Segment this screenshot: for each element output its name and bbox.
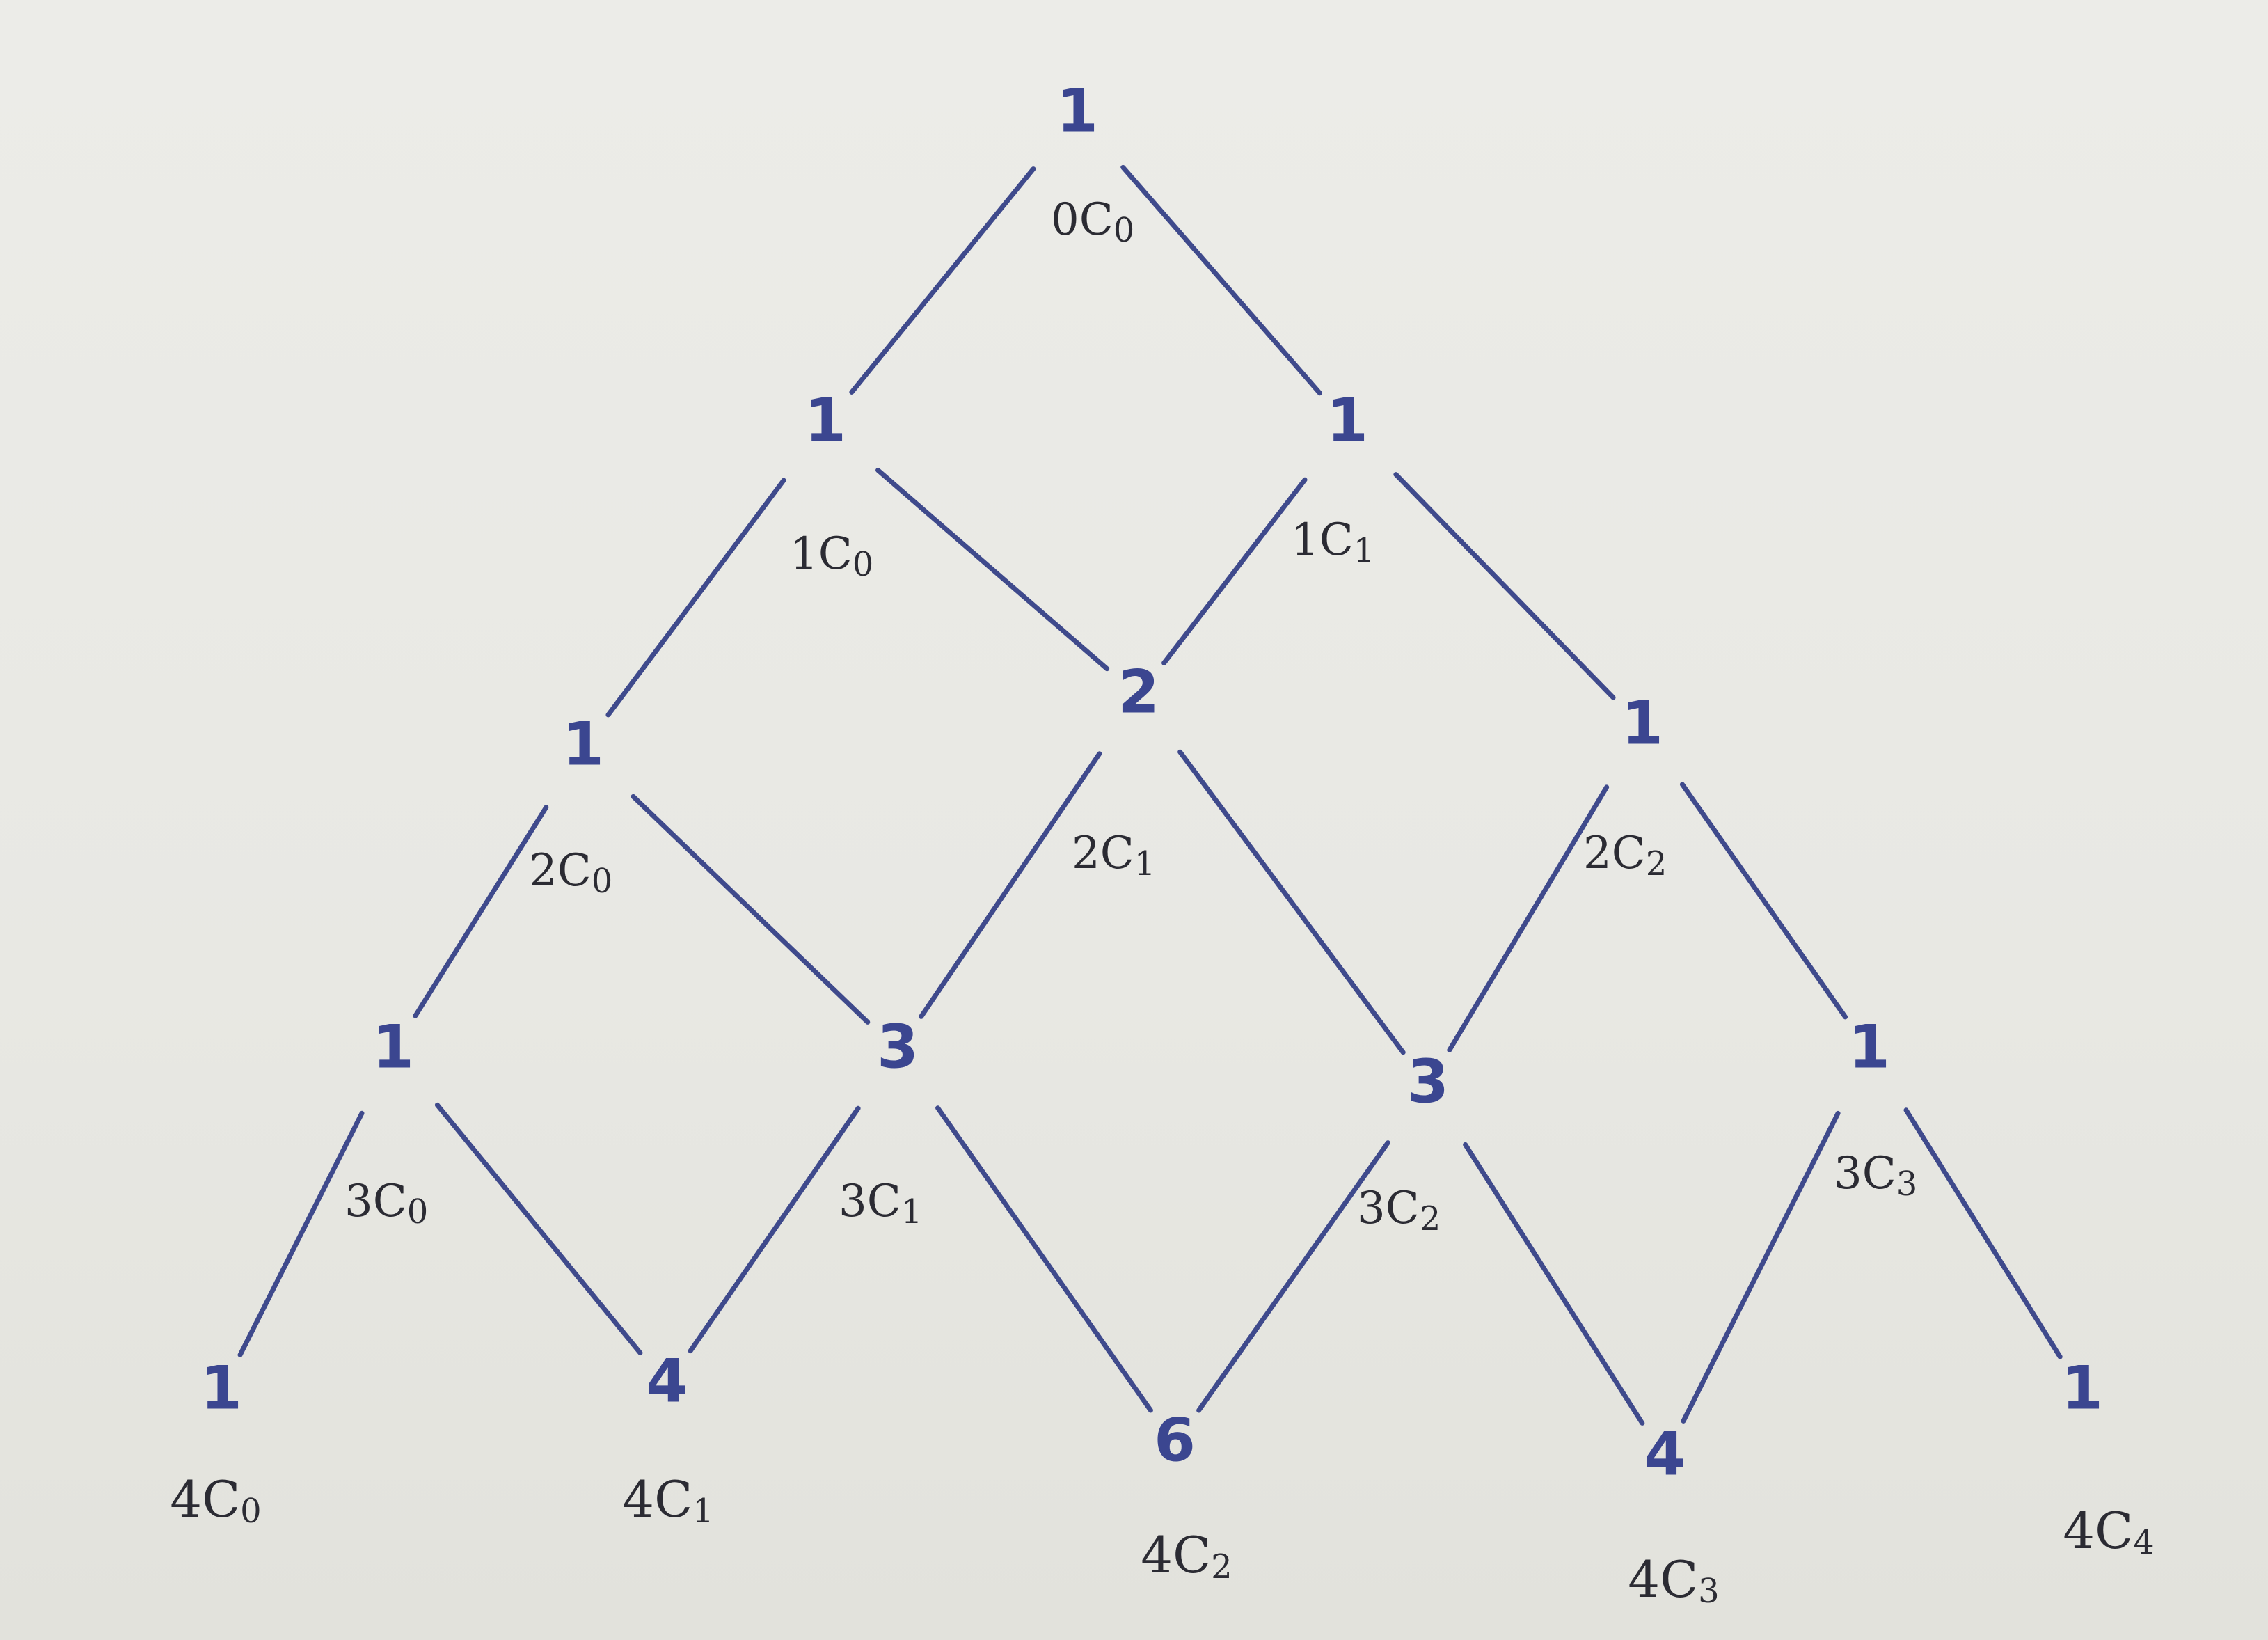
node-value-r1-0: 1 xyxy=(804,386,846,455)
edge-r0-n0-left xyxy=(849,166,1036,395)
node-value-r3-2: 3 xyxy=(1407,1047,1449,1117)
node-label-r4-3: 4C3 xyxy=(1628,1550,1719,1611)
edge-r1-n0-right xyxy=(875,467,1110,672)
edge-r2-n2-left xyxy=(1447,784,1610,1053)
edge-r3-n2-left xyxy=(1196,1140,1390,1413)
node-value-r0-0: 1 xyxy=(1056,76,1098,145)
node-label-r1-0: 1C0 xyxy=(790,528,873,584)
connector-lines xyxy=(237,164,2063,1426)
node-label-r4-4: 4C4 xyxy=(2063,1501,2154,1562)
edge-r2-n1-left xyxy=(919,751,1102,1019)
edge-r2-n2-right xyxy=(1679,782,1848,1020)
node-value-r1-1: 1 xyxy=(1326,386,1368,455)
edge-r3-n2-right xyxy=(1463,1142,1645,1426)
node-value-r2-2: 1 xyxy=(1621,688,1663,758)
edge-r0-n0-right xyxy=(1120,164,1323,396)
node-label-r4-2: 4C2 xyxy=(1141,1526,1232,1586)
edge-r1-n0-left xyxy=(605,478,786,718)
edge-r1-n1-left xyxy=(1161,477,1308,665)
edge-r3-n1-left xyxy=(688,1105,861,1354)
node-label-r2-2: 2C2 xyxy=(1583,828,1667,883)
edge-r2-n0-left xyxy=(413,805,549,1018)
edge-r2-n0-right xyxy=(631,794,871,1025)
edge-r2-n1-right xyxy=(1177,749,1406,1055)
edge-r3-n0-right xyxy=(434,1102,643,1356)
edge-r3-n3-right xyxy=(1903,1107,2063,1359)
node-label-r4-1: 4C1 xyxy=(622,1470,713,1531)
edge-r3-n3-left xyxy=(1681,1110,1841,1424)
node-label-r3-2: 3C2 xyxy=(1357,1183,1441,1238)
node-value-r4-0: 1 xyxy=(200,1353,242,1423)
node-label-r0-0: 0C0 xyxy=(1051,194,1134,250)
node-label-r3-0: 3C0 xyxy=(344,1176,428,1231)
node-value-r4-4: 1 xyxy=(2061,1353,2103,1423)
node-value-r4-3: 4 xyxy=(1644,1419,1686,1489)
triangle-nodes: 1 0C0 1 1 1C0 1C1 1 2 1 2C0 2C1 2C2 1 3 3 1 3C0 3C1 3C2 3C3… xyxy=(170,76,2154,1610)
edge-r3-n1-right xyxy=(935,1105,1153,1413)
node-value-r3-3: 1 xyxy=(1848,1012,1890,1082)
node-label-r4-0: 4C0 xyxy=(170,1470,261,1531)
node-label-r2-1: 2C1 xyxy=(1072,828,1155,883)
node-label-r1-1: 1C1 xyxy=(1291,514,1374,570)
node-value-r4-1: 4 xyxy=(646,1346,688,1416)
node-value-r3-1: 3 xyxy=(877,1012,919,1082)
node-value-r4-2: 6 xyxy=(1154,1405,1196,1475)
edge-r3-n0-left xyxy=(237,1110,365,1357)
node-value-r3-0: 1 xyxy=(372,1012,414,1082)
node-label-r3-3: 3C3 xyxy=(1834,1148,1917,1204)
node-value-r2-1: 2 xyxy=(1118,657,1159,727)
node-label-r3-1: 3C1 xyxy=(839,1176,922,1231)
node-label-r2-0: 2C0 xyxy=(529,845,612,901)
node-value-r2-0: 1 xyxy=(562,709,604,779)
edge-r1-n1-right xyxy=(1393,472,1616,700)
